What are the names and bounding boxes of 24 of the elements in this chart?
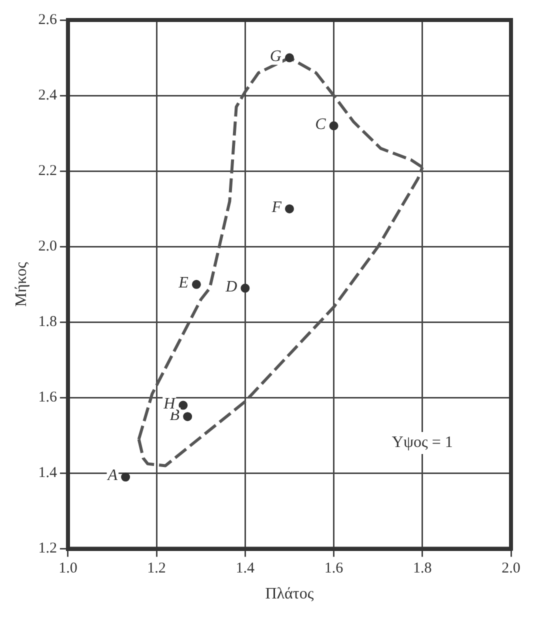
y-tick-label: 2.4: [38, 87, 58, 104]
x-tick-label: 1.8: [413, 560, 432, 577]
y-tick-label: 1.2: [38, 540, 57, 557]
y-tick-label: 1.6: [38, 390, 58, 406]
y-tick-label: 1.8: [38, 314, 57, 330]
x-tick-label: 1.2: [147, 560, 166, 577]
annotation: E: [178, 274, 189, 292]
annotation: D: [224, 278, 238, 296]
annotation: F: [270, 199, 282, 216]
x-tick-label: 1.6: [324, 560, 344, 577]
annotation: A: [106, 467, 118, 484]
y-tick-label: 2.6: [38, 12, 58, 28]
x-tick-label: 1.0: [58, 560, 78, 577]
annotation: H: [162, 395, 177, 412]
annotation: Yψος = 1: [392, 434, 453, 452]
annotation: G: [270, 48, 282, 65]
y-tick-label: 2.0: [38, 238, 57, 255]
annotation: C: [315, 116, 326, 133]
y-tick-label: 2.2: [38, 163, 57, 180]
y-axis-title: Μήκος: [12, 261, 30, 307]
x-tick-label: 1.4: [236, 560, 256, 577]
y-tick-label: 1.4: [38, 465, 58, 482]
x-axis-title: Πλάτος: [265, 586, 314, 603]
x-tick-label: 2.0: [502, 560, 520, 577]
